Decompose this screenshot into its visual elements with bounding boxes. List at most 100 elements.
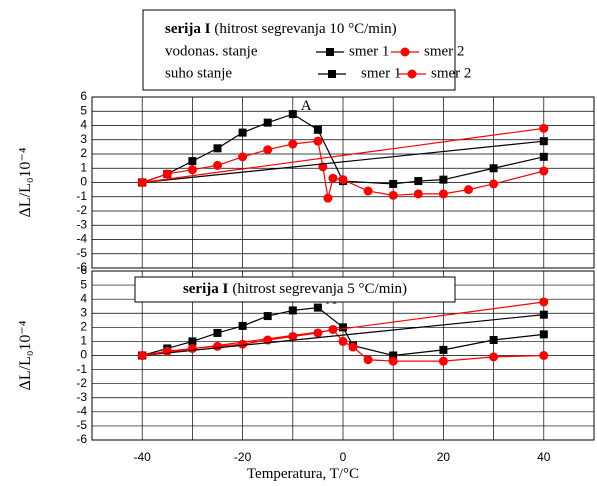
x-tick-label: 40 — [537, 450, 551, 464]
marker — [323, 193, 333, 203]
marker — [313, 136, 323, 146]
marker — [388, 190, 398, 200]
legend-marker — [400, 47, 410, 57]
x-tick-label: 20 — [437, 450, 451, 464]
marker — [213, 144, 222, 153]
marker — [288, 331, 298, 341]
legend-group: suho stanje — [165, 65, 232, 81]
y-tick-label: 4 — [80, 291, 87, 305]
marker — [238, 128, 247, 137]
annotation: A — [301, 98, 312, 114]
marker — [313, 328, 323, 338]
marker — [438, 189, 448, 199]
marker — [389, 351, 398, 360]
x-tick-label: 0 — [340, 450, 347, 464]
title-text: (hitrost segrevanja 5 °C/min) — [232, 281, 407, 297]
marker — [388, 356, 398, 366]
marker — [539, 123, 549, 133]
marker — [162, 169, 172, 179]
y-tick-label: 6 — [80, 89, 87, 103]
y-tick-label: 1 — [80, 334, 87, 348]
y-tick-label: -4 — [76, 404, 87, 418]
marker — [238, 152, 248, 162]
marker — [313, 125, 322, 134]
marker — [188, 157, 197, 166]
marker — [439, 175, 448, 184]
y-tick-label: -2 — [76, 203, 87, 217]
y-tick-label: 5 — [80, 103, 87, 117]
marker — [539, 152, 548, 161]
marker — [489, 179, 499, 189]
y-tick-label: 2 — [80, 320, 87, 334]
marker — [188, 337, 197, 346]
y-tick-label: 6 — [80, 263, 87, 277]
title-bold: serija I — [183, 281, 229, 297]
marker — [263, 145, 273, 155]
marker — [363, 355, 373, 365]
legend-label: smer 2 — [431, 65, 471, 81]
series-line — [142, 314, 544, 357]
y-tick-label: 0 — [80, 348, 87, 362]
y-tick-label: 3 — [80, 132, 87, 146]
title-bold: serija I — [165, 21, 211, 37]
marker — [339, 323, 347, 332]
y-tick-label: -5 — [76, 246, 87, 260]
legend-marker — [326, 48, 334, 56]
legend-marker — [407, 69, 417, 79]
marker — [539, 166, 549, 176]
marker — [489, 352, 499, 362]
marker — [414, 177, 423, 186]
x-tick-label: -20 — [234, 450, 252, 464]
marker — [489, 336, 498, 345]
marker — [389, 179, 398, 188]
marker — [137, 351, 147, 360]
marker — [137, 178, 147, 187]
marker — [313, 303, 322, 312]
marker — [539, 330, 548, 339]
y-tick-label: -2 — [76, 376, 87, 390]
marker — [539, 137, 548, 146]
marker — [288, 110, 297, 119]
marker — [363, 186, 373, 196]
marker — [213, 328, 222, 337]
marker — [489, 164, 498, 173]
marker — [263, 312, 272, 321]
y-axis-label: ΔL/L₀10⁻⁴ — [17, 320, 34, 390]
marker — [413, 189, 423, 199]
legend-marker — [328, 70, 336, 78]
marker — [438, 356, 448, 366]
y-tick-label: 2 — [80, 146, 87, 160]
marker — [464, 185, 473, 195]
panel-title: serija I (hitrost segrevanja 5 °C/min) — [183, 281, 407, 297]
marker — [338, 336, 348, 346]
y-tick-label: -1 — [76, 189, 87, 203]
series-line — [142, 113, 544, 185]
marker — [213, 160, 222, 170]
y-tick-label: 5 — [80, 277, 87, 291]
series-line — [142, 306, 544, 357]
marker — [328, 324, 338, 334]
y-tick-label: -1 — [76, 362, 87, 376]
legend-group: vodonas. stanje — [165, 43, 258, 59]
series-line — [142, 140, 544, 184]
y-tick-label: -4 — [76, 232, 87, 246]
marker — [288, 306, 297, 315]
x-axis-label: Temperatura, T/°C — [247, 466, 359, 482]
y-tick-label: 4 — [80, 118, 87, 132]
marker — [263, 118, 272, 127]
marker — [238, 339, 248, 349]
series-line — [142, 127, 544, 184]
y-tick-label: 1 — [80, 160, 87, 174]
legend-label: smer 1 — [361, 65, 401, 81]
y-axis-label: ΔL/L₀10⁻⁴ — [17, 147, 34, 217]
marker — [539, 297, 549, 307]
marker — [187, 165, 197, 175]
marker — [288, 139, 298, 149]
y-tick-label: -6 — [76, 432, 87, 446]
legend-label: smer 1 — [349, 43, 389, 59]
marker — [539, 351, 549, 360]
y-tick-label: -3 — [76, 390, 87, 404]
series-line — [142, 301, 544, 357]
x-tick-label: -40 — [134, 450, 152, 464]
